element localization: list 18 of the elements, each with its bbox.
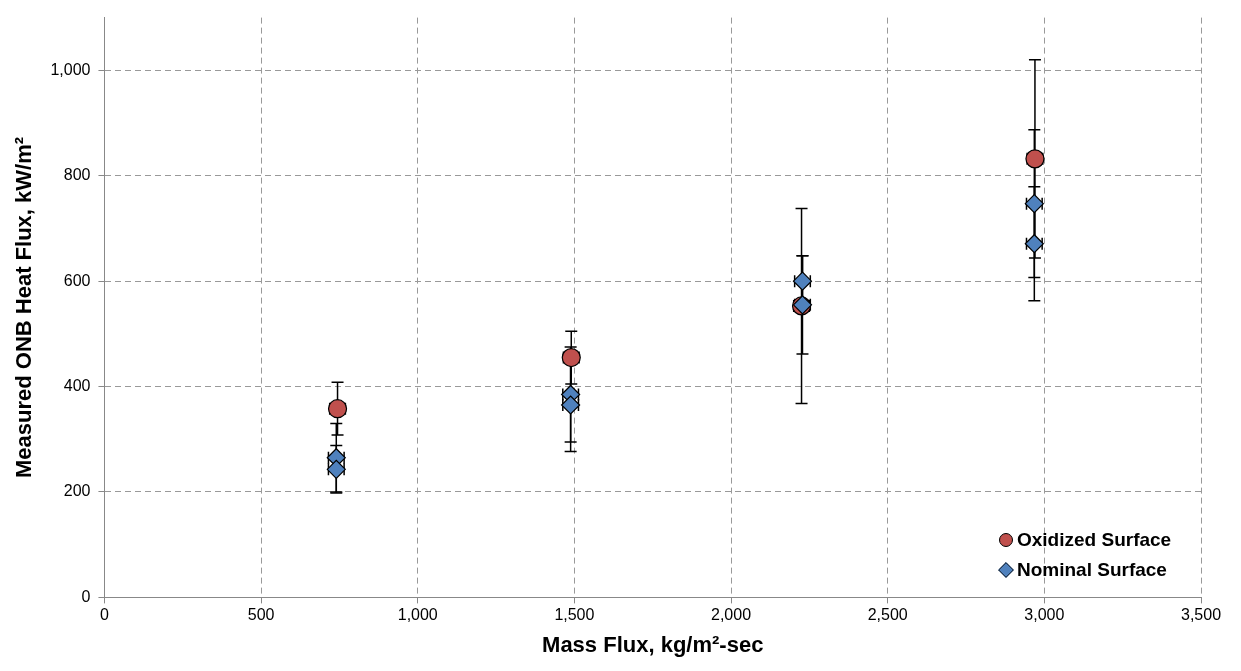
x-tick-label: 0 [99, 606, 109, 624]
x-tick-label: 500 [247, 606, 275, 624]
y-tick-label: 1,000 [50, 60, 91, 78]
y-tick-label: 0 [81, 587, 91, 605]
y-tick-label: 200 [63, 482, 91, 500]
legend-label: Oxidized Surface [1017, 529, 1172, 552]
y-axis-title: Measured ONB Heat Flux, kW/m² [11, 136, 37, 479]
x-tick-label: 2,500 [867, 606, 908, 624]
legend-label: Nominal Surface [1017, 559, 1167, 582]
x-tick-label: 2,000 [711, 606, 752, 624]
x-axis-title: Mass Flux, kg/m²-sec [542, 631, 764, 657]
y-tick-label: 400 [63, 376, 91, 394]
x-tick-label: 1,000 [397, 606, 438, 624]
x-tick-label: 3,500 [1180, 606, 1222, 624]
x-tick-label: 1,500 [554, 606, 595, 624]
x-tick-label: 3,000 [1024, 606, 1065, 624]
y-tick-label: 800 [63, 166, 91, 184]
y-tick-label: 600 [63, 271, 91, 289]
